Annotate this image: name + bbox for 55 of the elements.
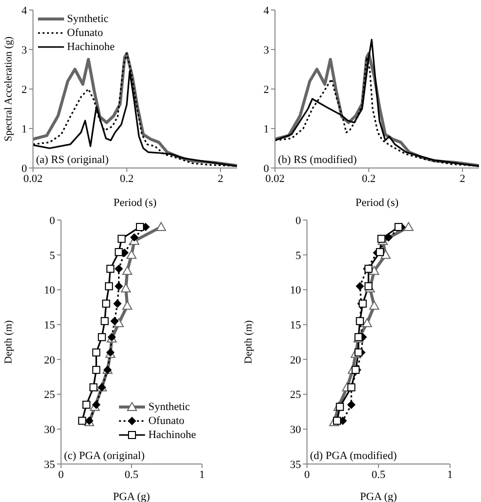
x-tick-label: 0.02	[265, 172, 285, 185]
y-axis-title: Depth (m)	[3, 320, 14, 364]
x-tick-label: 1	[447, 468, 453, 481]
y-tick-label: 25	[290, 389, 302, 402]
annotation: (a) RS (original)	[36, 154, 109, 166]
y-tick-label: 35	[290, 458, 302, 471]
annotation: (d) PGA (modified)	[310, 450, 397, 462]
y-tick-label: 20	[290, 354, 302, 366]
y-axis-title: Spectral Acceleration (g)	[3, 36, 14, 142]
y-tick-label: 3	[22, 44, 28, 56]
x-axis-title: Period (s)	[355, 197, 399, 209]
x-tick-label: 2	[460, 172, 466, 185]
annotation: (c) PGA (original)	[64, 450, 145, 462]
y-tick-label: 0	[50, 214, 56, 227]
y-tick-label: 10	[44, 284, 56, 297]
legend-label: Hachinohe	[148, 429, 196, 441]
y-tick-label: 15	[44, 319, 56, 332]
x-tick-label: 0.2	[120, 172, 134, 185]
x-tick-label: 0	[304, 468, 310, 481]
y-tick-label: 4	[22, 4, 28, 17]
y-tick-label: 20	[44, 354, 56, 366]
y-tick-label: 2	[22, 84, 27, 96]
y-tick-label: 0	[22, 162, 28, 175]
legend-label: Ofunato	[67, 27, 104, 39]
x-tick-label: 2	[218, 172, 224, 185]
x-axis-title: PGA (g)	[360, 491, 398, 502]
y-tick-label: 10	[290, 284, 302, 297]
x-axis-title: Period (s)	[113, 197, 157, 209]
x-axis-title: PGA (g)	[113, 491, 150, 502]
x-tick-label: 0.2	[362, 172, 376, 185]
legend-label: Synthetic	[148, 401, 190, 413]
legend-label: Ofunato	[148, 415, 184, 427]
y-tick-label: 30	[44, 424, 56, 436]
annotation: (b) RS (modified)	[278, 154, 357, 166]
x-tick-label: 0.02	[23, 172, 43, 185]
y-tick-label: 15	[290, 319, 302, 332]
y-tick-label: 5	[50, 250, 56, 262]
y-tick-label: 25	[44, 389, 56, 402]
y-tick-label: 4	[264, 4, 270, 17]
x-tick-label: 0	[58, 468, 64, 481]
y-tick-label: 0	[296, 214, 302, 227]
x-tick-label: 1	[199, 468, 205, 481]
y-tick-label: 2	[264, 84, 269, 96]
x-tick-label: 0.5	[124, 468, 139, 481]
y-axis-title: Depth (m)	[243, 320, 254, 364]
legend-label: Hachinohe	[67, 41, 115, 53]
legend-label: Synthetic	[67, 13, 109, 25]
y-tick-label: 3	[264, 44, 270, 56]
x-tick-label: 0.5	[372, 468, 386, 481]
y-tick-label: 30	[290, 424, 302, 436]
y-tick-label: 0	[264, 162, 270, 175]
y-tick-label: 5	[296, 250, 302, 262]
y-tick-label: 1	[264, 123, 269, 136]
y-tick-label: 1	[22, 123, 27, 136]
y-tick-label: 35	[44, 458, 56, 471]
